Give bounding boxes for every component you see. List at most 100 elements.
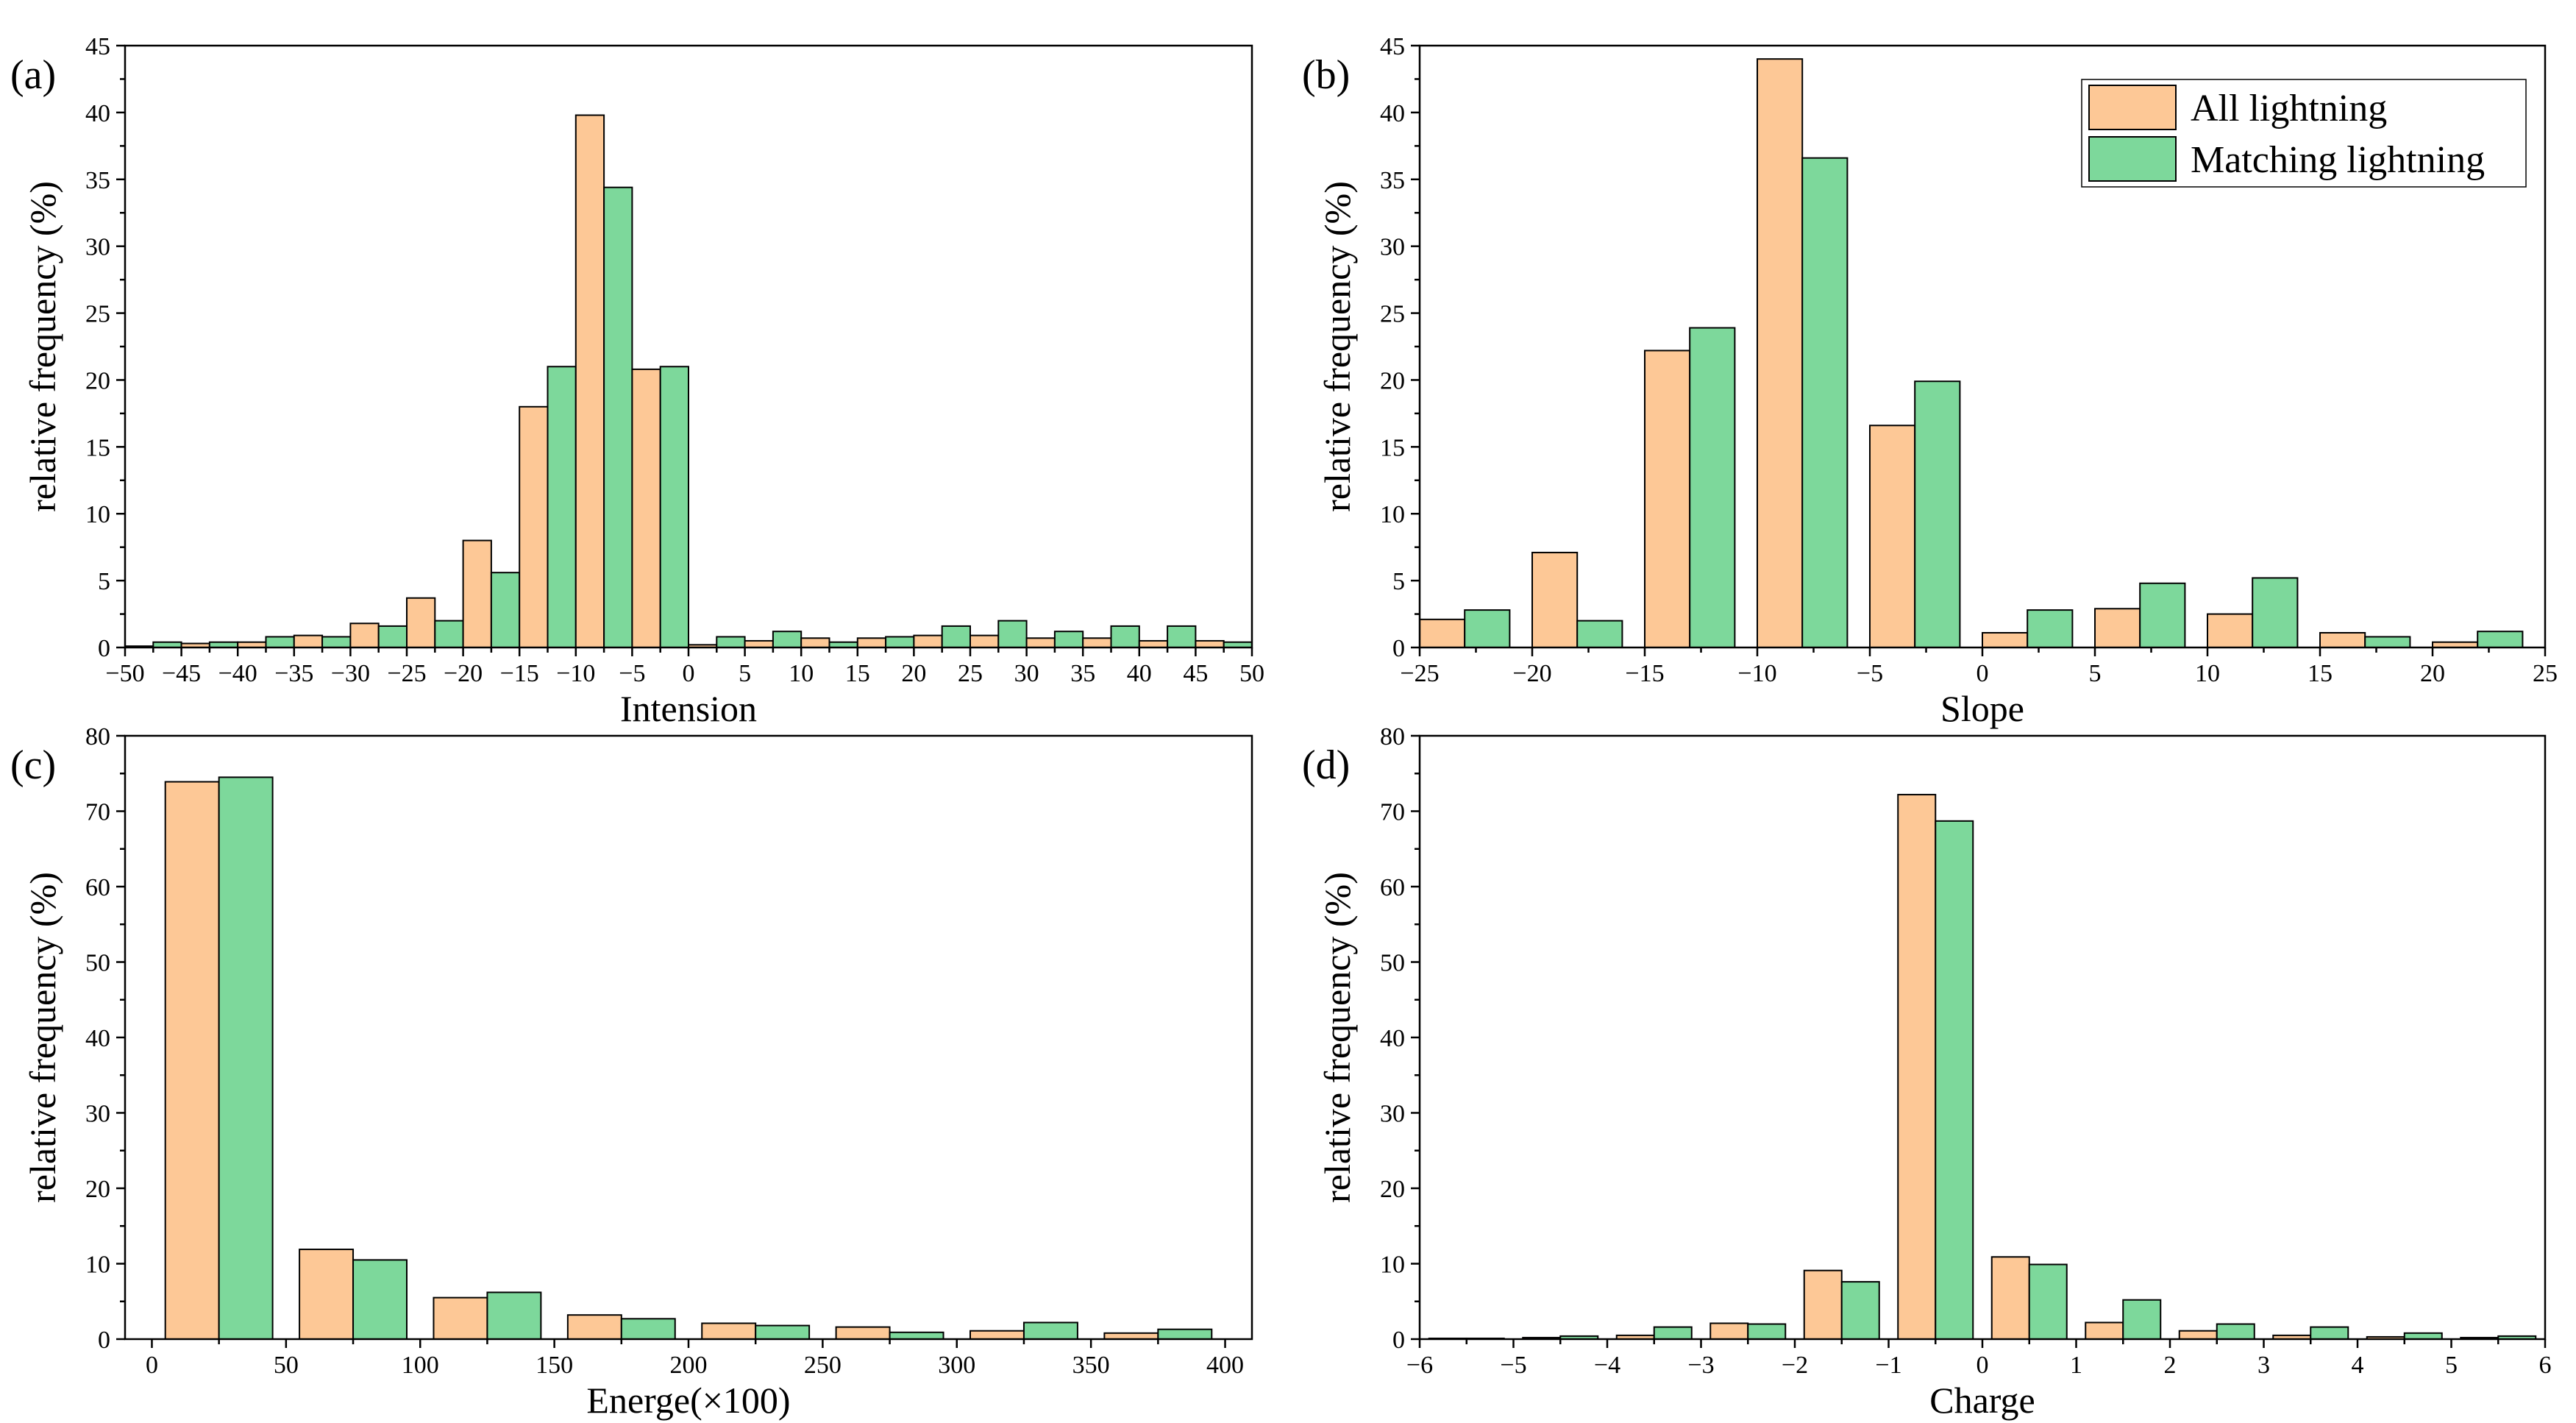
y-tick-label: 30 (1380, 234, 1405, 261)
legend: All lightning Matching lightning (2081, 79, 2527, 188)
x-tick-label: −15 (1625, 660, 1664, 687)
y-tick-label: 60 (1380, 874, 1405, 901)
bar-matching-lightning (218, 776, 274, 1340)
bar-matching-lightning (2122, 1299, 2162, 1340)
y-tick-label: 20 (85, 367, 110, 394)
y-tick-label: 35 (1380, 167, 1405, 194)
bar-matching-lightning (321, 636, 352, 648)
legend-swatch-all (2088, 85, 2177, 130)
bar-all-lightning (969, 634, 1000, 649)
bar-matching-lightning (716, 636, 746, 648)
bar-matching-lightning (941, 625, 971, 648)
x-tick-label: −10 (1737, 660, 1776, 687)
bar-all-lightning (1757, 58, 1804, 648)
y-tick-label: 0 (98, 1327, 110, 1354)
bar-matching-lightning (377, 625, 408, 648)
y-tick-label: 25 (85, 301, 110, 328)
x-tick-label: 4 (2352, 1352, 2364, 1379)
bar-matching-lightning (2252, 577, 2299, 649)
bar-all-lightning (519, 405, 549, 648)
y-tick-label: 10 (1380, 1252, 1405, 1279)
bar-all-lightning (913, 634, 943, 649)
y-tick-label: 0 (1392, 1327, 1405, 1354)
y-axis-label: relative frequency (%) (22, 872, 63, 1203)
x-tick-label: 0 (1977, 660, 1989, 687)
bar-matching-lightning (490, 572, 521, 649)
x-tick-label: 400 (1206, 1352, 1244, 1379)
x-tick-label: −10 (556, 660, 595, 687)
x-axis-label: Charge (1929, 1380, 2035, 1421)
bar-matching-lightning (2477, 631, 2524, 648)
bar-matching-lightning (772, 631, 803, 648)
bar-matching-lightning (2364, 636, 2411, 648)
y-tick-label: 50 (1380, 950, 1405, 977)
x-tick-label: −15 (500, 660, 539, 687)
x-tick-label: 30 (1014, 660, 1039, 687)
x-tick-label: −20 (444, 660, 483, 687)
x-tick-label: −30 (331, 660, 370, 687)
x-tick-label: −5 (1857, 660, 1883, 687)
bar-matching-lightning (659, 366, 690, 648)
x-tick-label: 5 (2445, 1352, 2458, 1379)
y-axis-label: relative frequency (%) (1317, 181, 1358, 512)
x-tick-label: 40 (1127, 660, 1152, 687)
bar-matching-lightning (2028, 1263, 2068, 1341)
plot-frame (124, 734, 1253, 1341)
y-tick-label: 15 (85, 434, 110, 461)
x-tick-label: 150 (536, 1352, 573, 1379)
bar-matching-lightning (1157, 1328, 1213, 1341)
x-tick-label: 200 (670, 1352, 708, 1379)
panel-label: (a) (10, 52, 56, 98)
y-tick-label: 20 (1380, 1176, 1405, 1203)
x-tick-label: −50 (105, 660, 144, 687)
x-tick-label: −40 (218, 660, 257, 687)
x-tick-label: 2 (2164, 1352, 2177, 1379)
y-tick-label: 10 (85, 1252, 110, 1279)
y-tick-label: 40 (85, 1025, 110, 1052)
x-tick-label: 100 (402, 1352, 439, 1379)
bar-all-lightning (1709, 1322, 1749, 1340)
bar-all-lightning (2085, 1321, 2124, 1340)
bar-all-lightning (631, 368, 661, 648)
y-axis-label: relative frequency (%) (22, 181, 63, 512)
bar-all-lightning (1869, 425, 1916, 648)
y-tick-label: 35 (85, 167, 110, 194)
y-tick-label: 30 (85, 1101, 110, 1128)
x-tick-label: 6 (2539, 1352, 2552, 1379)
bar-all-lightning (462, 539, 492, 648)
bar-all-lightning (299, 1249, 355, 1341)
bar-all-lightning (1897, 793, 1937, 1340)
x-tick-label: 20 (2420, 660, 2445, 687)
bar-all-lightning (406, 597, 436, 649)
bar-all-lightning (574, 114, 605, 649)
bar-matching-lightning (885, 636, 915, 648)
bar-matching-lightning (2216, 1323, 2255, 1340)
y-tick-label: 20 (1380, 367, 1405, 394)
bar-all-lightning (2094, 608, 2141, 648)
chart-panel-2: 0 5 10 15 20 25 30 35 40 45 −25 −20 −15 −10 −5 0 5 10 15 20… (1302, 33, 2558, 729)
bar-all-lightning (2207, 613, 2254, 648)
y-tick-label: 10 (85, 501, 110, 528)
bar-matching-lightning (547, 366, 577, 648)
panel-label: (c) (10, 742, 56, 788)
bar-all-lightning (1138, 639, 1169, 649)
y-tick-label: 80 (85, 723, 110, 750)
bar-matching-lightning (2310, 1326, 2349, 1340)
bar-all-lightning (1982, 632, 2029, 649)
x-tick-label: −25 (1400, 660, 1439, 687)
x-tick-label: −35 (274, 660, 313, 687)
bar-all-lightning (1803, 1269, 1843, 1340)
x-tick-label: 0 (683, 660, 695, 687)
x-tick-label: 15 (845, 660, 870, 687)
bar-matching-lightning (620, 1318, 676, 1340)
x-tick-label: 50 (274, 1352, 299, 1379)
x-tick-label: 3 (2257, 1352, 2270, 1379)
bar-matching-lightning (1167, 625, 1197, 648)
legend-swatch-matching (2088, 136, 2177, 182)
bar-all-lightning (349, 622, 380, 649)
y-tick-label: 0 (1392, 635, 1405, 662)
y-tick-label: 45 (85, 33, 110, 60)
x-tick-label: 300 (938, 1352, 975, 1379)
bar-all-lightning (744, 639, 774, 649)
x-tick-label: 5 (2089, 660, 2102, 687)
